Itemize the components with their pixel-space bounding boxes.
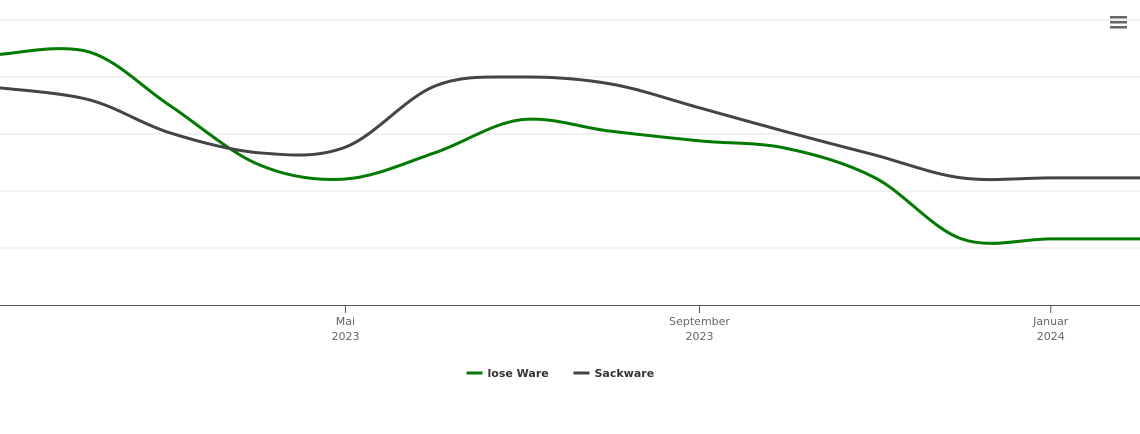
x-tick-label: 2024 [1037, 330, 1065, 343]
x-tick-label: Januar [1032, 315, 1069, 328]
x-tick-label: 2023 [686, 330, 714, 343]
line-series [0, 47, 1140, 245]
x-tick-label: September [669, 315, 730, 328]
line-series [0, 75, 1140, 182]
legend-label: Sackware [595, 367, 655, 380]
legend-item[interactable]: Sackware [573, 367, 655, 380]
legend-label: lose Ware [488, 367, 549, 380]
x-tick-label: Mai [336, 315, 355, 328]
legend-item[interactable]: lose Ware [466, 367, 549, 380]
x-tick-label: 2023 [331, 330, 359, 343]
menu-button[interactable] [1110, 16, 1127, 29]
